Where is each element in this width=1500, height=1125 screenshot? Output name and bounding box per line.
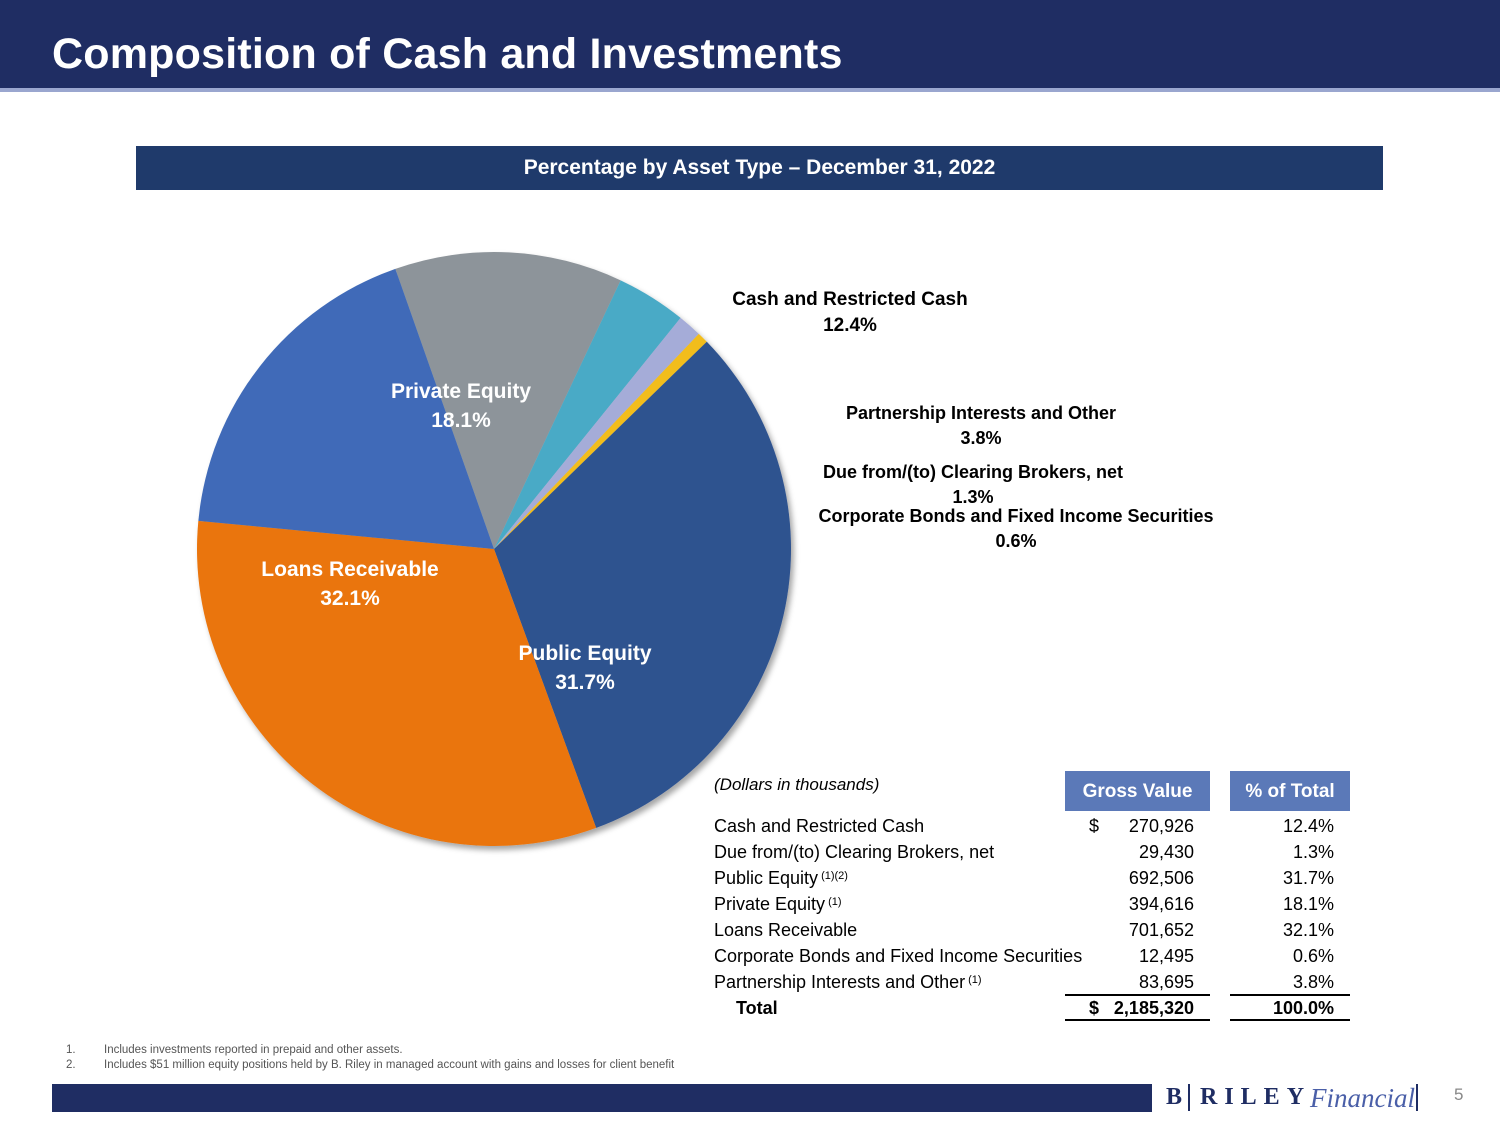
subtotal-rule-pct xyxy=(1230,994,1350,996)
slice-label-private-equity-name: Private Equity xyxy=(390,380,532,403)
slice-label-clearing: Due from/(to) Clearing Brokers, net 1.3% xyxy=(823,460,1123,510)
footer-bar xyxy=(52,1084,1152,1112)
slice-label-cash-value: 12.4% xyxy=(823,315,877,336)
logo-b: B xyxy=(1166,1084,1183,1110)
slice-label-bonds-name: Corporate Bonds and Fixed Income Securit… xyxy=(818,506,1214,526)
subtotal-rule-gross xyxy=(1065,994,1210,996)
pie-slice-loans-receivable xyxy=(197,520,597,847)
row-label: Cash and Restricted Cash xyxy=(714,816,925,836)
table-row: Corporate Bonds and Fixed Income Securit… xyxy=(0,946,1500,972)
logo-riley: RILEY xyxy=(1200,1084,1312,1110)
slice-label-partnership-value: 3.8% xyxy=(960,428,1002,448)
pie-slice-due-from-to-clearing-brokers-net xyxy=(494,317,699,549)
row-footnote-ref: (1)(2) xyxy=(821,870,848,882)
slice-label-public-equity-name: Public Equity xyxy=(518,642,652,665)
slice-label-cash-name: Cash and Restricted Cash xyxy=(732,289,968,310)
pie-slice-partnership-interests-and-other xyxy=(494,280,681,549)
table-total-row: Total $ 2,185,320 100.0% xyxy=(0,998,1500,1024)
slice-label-partnership: Partnership Interests and Other 3.8% xyxy=(846,401,1116,451)
table-units-note: (Dollars in thousands) xyxy=(714,775,880,794)
row-label: Private Equity (1) xyxy=(714,894,842,914)
row-gross-value: 270,926 xyxy=(1128,816,1194,836)
pie-slice-private-equity xyxy=(198,268,494,549)
pie-slice-corporate-bonds-and-fixed-income-securities xyxy=(494,333,707,549)
row-gross-value: 12,495 xyxy=(1138,946,1194,966)
total-rule-gross xyxy=(1065,1019,1210,1021)
pie-slice-cash-and-restricted-cash xyxy=(395,251,621,549)
row-footnote-ref: (1) xyxy=(828,896,842,908)
row-dollar-sign: $ xyxy=(1089,816,1100,836)
slice-label-partnership-name: Partnership Interests and Other xyxy=(845,403,1117,423)
slice-label-public-equity: Public Equity 31.7% xyxy=(518,639,651,697)
table-row: Public Equity (1)(2) 692,506 31.7% xyxy=(0,868,1500,894)
slice-label-cash: Cash and Restricted Cash 12.4% xyxy=(732,287,967,339)
footnote-text: Includes $51 million equity positions he… xyxy=(104,1059,675,1071)
chart-title-banner: Percentage by Asset Type – December 31, … xyxy=(136,146,1383,190)
total-pct: 100.0% xyxy=(1272,998,1334,1018)
slice-label-loans: Loans Receivable 32.1% xyxy=(261,555,438,613)
row-gross-value: 692,506 xyxy=(1128,868,1194,888)
row-footnote-ref: (1) xyxy=(968,974,982,986)
table-row: Due from/(to) Clearing Brokers, net 29,4… xyxy=(0,842,1500,868)
row-pct: 31.7% xyxy=(1282,868,1334,888)
row-pct: 32.1% xyxy=(1282,920,1334,940)
slice-label-public-equity-value: 31.7% xyxy=(555,671,615,694)
row-pct: 0.6% xyxy=(1292,946,1334,966)
row-label: Public Equity (1)(2) xyxy=(714,868,848,888)
logo-divider xyxy=(1188,1084,1190,1111)
slice-label-private-equity-value: 18.1% xyxy=(431,409,491,432)
logo-divider xyxy=(1416,1084,1418,1111)
row-label: Due from/(to) Clearing Brokers, net xyxy=(714,842,995,862)
footnote-number: 1. xyxy=(66,1044,76,1056)
table-row: Private Equity (1) 394,616 18.1% xyxy=(0,894,1500,920)
total-dollar-sign: $ xyxy=(1089,998,1100,1018)
slice-label-bonds: Corporate Bonds and Fixed Income Securit… xyxy=(818,504,1213,554)
slice-label-clearing-name: Due from/(to) Clearing Brokers, net xyxy=(822,462,1124,482)
title-rule xyxy=(0,88,1500,92)
slice-label-private-equity: Private Equity 18.1% xyxy=(391,377,531,435)
page-title: Composition of Cash and Investments xyxy=(52,30,843,78)
logo-financial: Financial xyxy=(1310,1083,1415,1113)
footnote-number: 2. xyxy=(66,1059,76,1071)
slice-label-loans-name: Loans Receivable xyxy=(261,558,439,581)
row-pct: 1.3% xyxy=(1292,842,1334,862)
column-header-pct-of-total: % of Total xyxy=(1230,771,1350,811)
total-gross-value: 2,185,320 xyxy=(1113,998,1194,1018)
title-bar xyxy=(0,0,1500,88)
row-gross-value: 394,616 xyxy=(1128,894,1194,914)
row-gross-value: 83,695 xyxy=(1138,972,1194,992)
slice-label-clearing-value: 1.3% xyxy=(952,487,994,507)
row-label: Corporate Bonds and Fixed Income Securit… xyxy=(714,946,1083,966)
column-header-gross-value: Gross Value xyxy=(1065,771,1210,811)
row-label: Partnership Interests and Other (1) xyxy=(714,972,982,992)
table-row: Loans Receivable 701,652 32.1% xyxy=(0,920,1500,946)
pie-slice-public-equity xyxy=(494,341,792,828)
row-pct: 12.4% xyxy=(1282,816,1334,836)
total-label: Total xyxy=(736,998,778,1018)
total-rule-pct xyxy=(1230,1019,1350,1021)
row-gross-value: 701,652 xyxy=(1128,920,1194,940)
page-number: 5 xyxy=(1454,1085,1464,1104)
footnote-text: Includes investments reported in prepaid… xyxy=(104,1044,403,1056)
table-row: Cash and Restricted Cash $ 270,926 12.4% xyxy=(0,816,1500,842)
slice-label-loans-value: 32.1% xyxy=(320,587,380,610)
row-label: Loans Receivable xyxy=(714,920,858,940)
slice-label-bonds-value: 0.6% xyxy=(995,531,1037,551)
row-gross-value: 29,430 xyxy=(1138,842,1194,862)
row-pct: 18.1% xyxy=(1282,894,1334,914)
table-row: Partnership Interests and Other (1) 83,69… xyxy=(0,972,1500,998)
row-pct: 3.8% xyxy=(1292,972,1334,992)
